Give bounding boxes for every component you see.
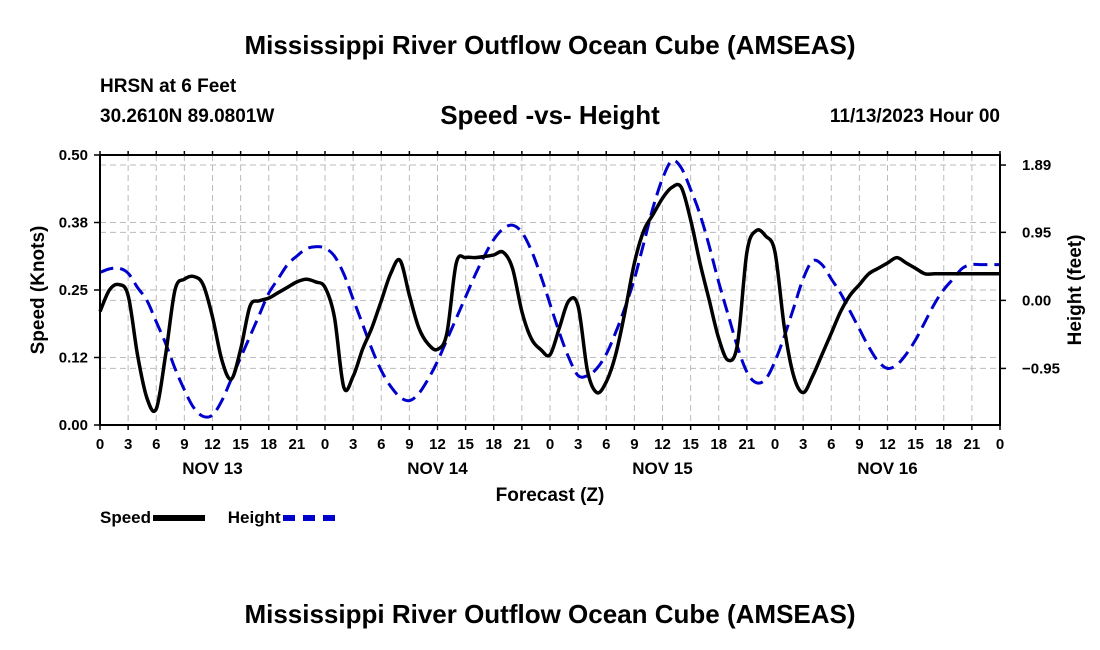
main-title: Mississippi River Outflow Ocean Cube (AM…: [244, 30, 856, 60]
x-tick-label: 3: [799, 436, 807, 453]
x-tick-label: 18: [935, 436, 952, 453]
x-tick-label: 0: [546, 436, 554, 453]
chart-subtitle: Speed -vs- Height: [440, 100, 660, 130]
x-tick-label: 18: [485, 436, 502, 453]
day-label: NOV 15: [632, 459, 692, 478]
day-label: NOV 16: [857, 459, 917, 478]
y-tick-label-left: 0.25: [59, 282, 88, 299]
legend-speed-swatch: [153, 515, 206, 521]
x-tick-label: 9: [180, 436, 188, 453]
y-tick-label-right: 0.95: [1022, 224, 1051, 241]
height-series: [99, 158, 1000, 419]
x-tick-label: 3: [349, 436, 357, 453]
x-tick-label: 6: [377, 436, 385, 453]
x-tick-label: 6: [152, 436, 160, 453]
y-tick-label-right: −0.95: [1022, 360, 1060, 377]
axis-ticks: 0 3 6 9 12 15 18 21 0 3 6 9 12 15 18 21 0 3 6 9 12 15 18 21 0 3 6 9…: [59, 147, 1060, 478]
speed-line: [98, 182, 1000, 414]
forecast-datetime: 11/13/2023 Hour 00: [829, 106, 1000, 127]
x-tick-label: 0: [321, 436, 329, 453]
x-tick-label: 0: [96, 436, 104, 453]
y-axis-label-right: Height (feet): [1065, 235, 1086, 346]
legend-speed-label: Speed: [100, 508, 152, 527]
x-tick-label: 12: [204, 436, 221, 453]
x-tick-label: 9: [855, 436, 863, 453]
x-tick-label: 9: [630, 436, 638, 453]
day-label: NOV 14: [407, 459, 468, 478]
x-tick-label: 15: [682, 436, 699, 453]
x-tick-label: 3: [574, 436, 582, 453]
x-tick-label: 12: [429, 436, 446, 453]
station-coordinates: 30.2610N 89.0801W: [100, 106, 275, 127]
x-tick-label: 0: [771, 436, 779, 453]
y-tick-label-left: 0.12: [59, 350, 88, 367]
y-tick-label-right: 1.89: [1022, 157, 1051, 174]
x-tick-label: 21: [739, 436, 756, 453]
x-tick-label: 9: [405, 436, 413, 453]
x-tick-label: 18: [260, 436, 277, 453]
x-tick-label: 21: [289, 436, 306, 453]
x-tick-label: 15: [457, 436, 474, 453]
x-tick-label: 12: [879, 436, 896, 453]
y-tick-label-right: 0.00: [1022, 292, 1051, 309]
y-tick-label-left: 0.50: [59, 147, 88, 164]
x-tick-label: 3: [124, 436, 132, 453]
y-tick-label-left: 0.38: [59, 215, 88, 232]
legend-height-swatch: [282, 515, 335, 521]
x-tick-label: 12: [654, 436, 671, 453]
x-axis-label: Forecast (Z): [496, 485, 605, 506]
bottom-title: Mississippi River Outflow Ocean Cube (AM…: [244, 599, 856, 629]
y-axis-label-left: Speed (Knots): [28, 226, 49, 355]
x-tick-label: 15: [907, 436, 924, 453]
day-label: NOV 13: [182, 459, 242, 478]
legend-height: Height: [228, 508, 335, 528]
x-tick-label: 21: [964, 436, 981, 453]
x-tick-label: 18: [710, 436, 727, 453]
height-line: [99, 158, 1000, 419]
x-tick-label: 15: [232, 436, 249, 453]
x-tick-label: 6: [827, 436, 835, 453]
station-label: HRSN at 6 Feet: [100, 76, 237, 97]
y-tick-label-left: 0.00: [59, 417, 88, 434]
legend-speed: Speed: [100, 508, 206, 528]
x-tick-label: 0: [996, 436, 1004, 453]
legend: Speed Height: [100, 508, 353, 528]
x-tick-label: 6: [602, 436, 610, 453]
x-tick-label: 21: [514, 436, 531, 453]
legend-height-label: Height: [227, 508, 281, 527]
speed-series: [98, 182, 1000, 414]
grid: [100, 155, 1000, 425]
